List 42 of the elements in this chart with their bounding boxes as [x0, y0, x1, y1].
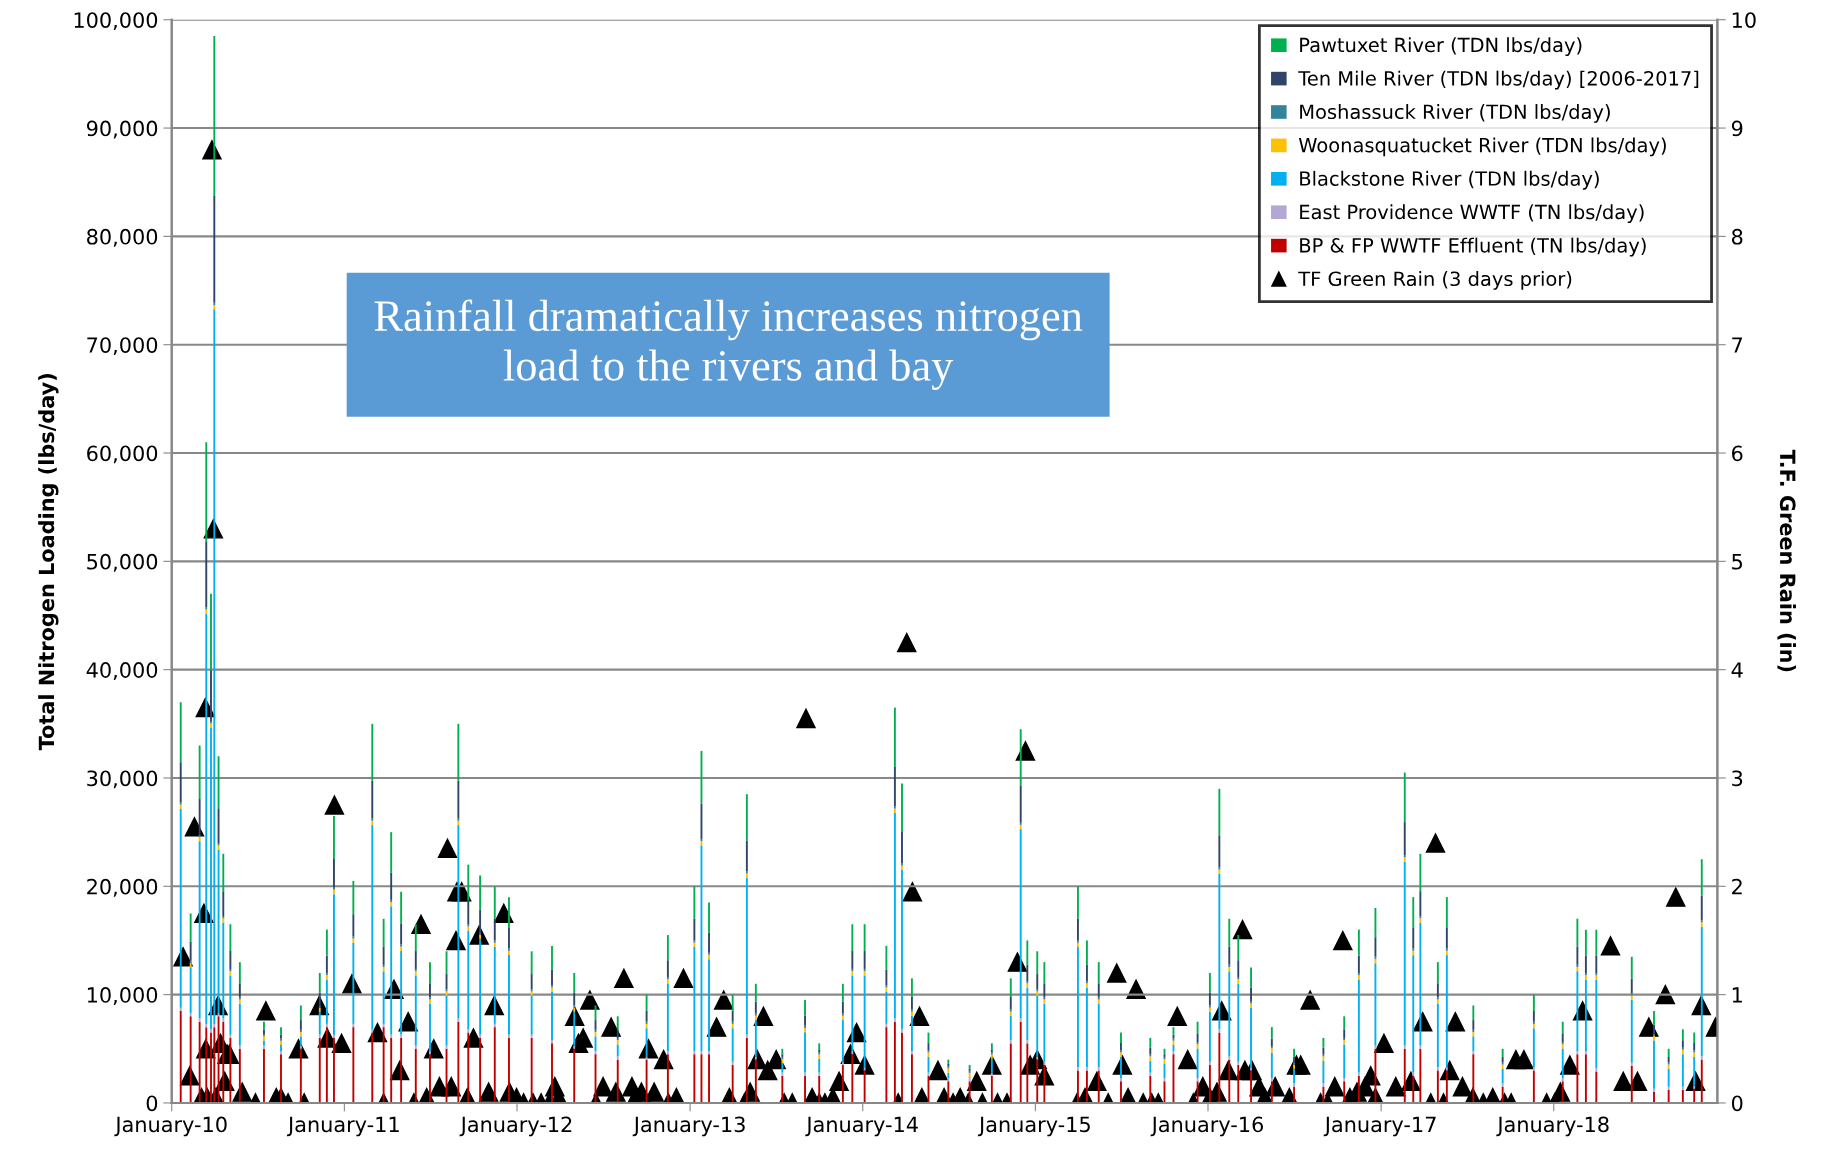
x-tick-label: January-18 [1496, 1116, 1609, 1137]
y-tick-label: 80,000 [87, 228, 158, 247]
y-tick-label: 100,000 [74, 12, 158, 31]
annotation: Rainfall dramatically increases nitrogen load to the rivers and bay [374, 299, 1083, 390]
x-tick-label: January-11 [286, 1116, 399, 1137]
legend-label: TF Green Rain (3 days prior) [1298, 271, 1572, 290]
x-tick-label: January-10 [114, 1116, 227, 1137]
y2-tick-label: 0 [1731, 1095, 1743, 1112]
y2-tick-label: 6 [1732, 445, 1743, 462]
y2-tick-label: 2 [1732, 878, 1742, 895]
legend-label: East Providence WWTF (TN lbs/day) [1300, 204, 1644, 224]
y2-tick-label: 9 [1731, 120, 1743, 137]
y2-tick-label: 4 [1731, 662, 1743, 678]
legend-label: Pawtuxet River (TDN lbs/day) [1300, 37, 1582, 57]
legend-label: BP & FP WWTF Effluent (TN lbs/day) [1300, 237, 1646, 257]
y-tick-label: 90,000 [86, 120, 158, 139]
y-tick-label: 60,000 [87, 445, 158, 464]
y-tick-label: 20,000 [87, 878, 158, 897]
legend-label: Woonasquatucket River (TDN lbs/day) [1298, 137, 1666, 157]
legend-label: Blackstone River (TDN lbs/day) [1300, 170, 1599, 190]
y-tick-label: 30,000 [87, 770, 158, 789]
x-tick-label: January-14 [805, 1116, 918, 1137]
y2-axis-title: T.F. Green Rain (in) [1777, 449, 1796, 672]
y-axis-title: Total Nitrogen Loading (lbs/day) [38, 374, 59, 751]
y-tick-label: 0 [146, 1095, 158, 1112]
y-tick-label: 70,000 [87, 337, 158, 356]
y-tick-label: 40,000 [86, 662, 158, 680]
y2-tick-label: 1 [1732, 987, 1742, 1003]
y-tick-label: 10,000 [87, 987, 158, 1005]
y2-tick-label: 7 [1732, 337, 1743, 353]
y-tick-label: 50,000 [87, 553, 158, 572]
legend-label: Ten Mile River (TDN lbs/day) [2006-2017] [1298, 70, 1699, 90]
x-tick-label: January-15 [977, 1116, 1090, 1137]
y2-tick-label: 3 [1732, 770, 1743, 787]
legend-label: Moshassuck River (TDN lbs/day) [1300, 104, 1610, 123]
x-tick-label: January-12 [459, 1116, 572, 1137]
y2-tick-label: 8 [1731, 228, 1743, 245]
x-tick-label: January-13 [632, 1116, 745, 1137]
x-tick-label: January-17 [1323, 1116, 1436, 1137]
y2-tick-label: 10 [1732, 12, 1756, 28]
y2-tick-label: 5 [1732, 554, 1743, 570]
x-tick-label: January-16 [1150, 1116, 1264, 1137]
